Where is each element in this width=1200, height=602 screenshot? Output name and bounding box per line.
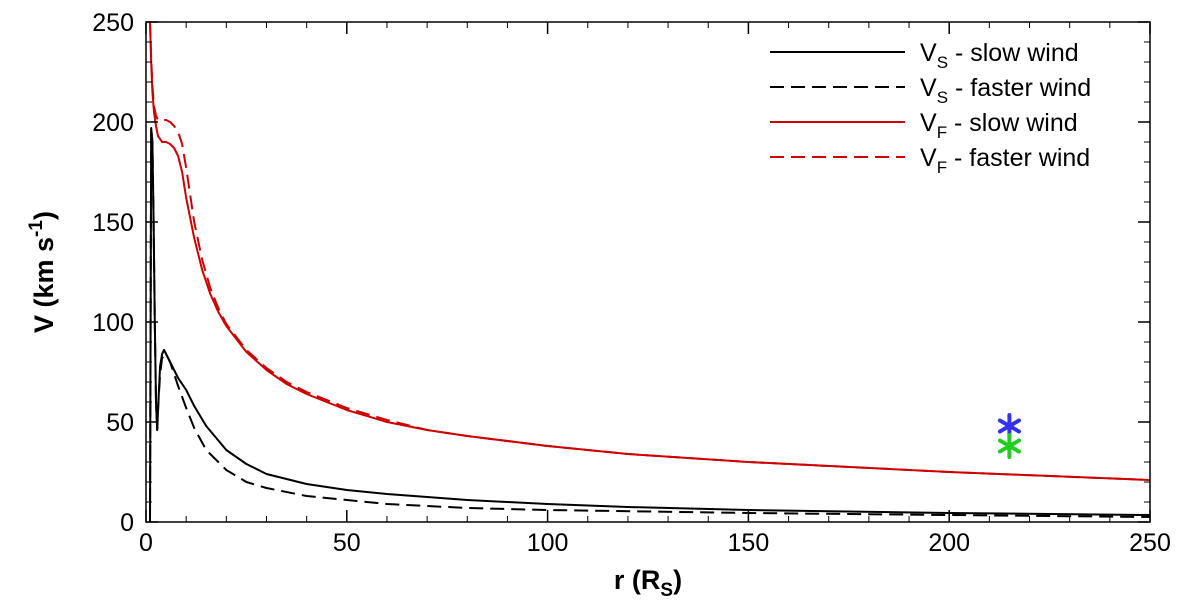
- legend-label: VF - faster wind: [920, 144, 1090, 177]
- plot-frame: [145, 21, 1151, 523]
- y-tick-label: 100: [92, 309, 134, 337]
- legend-label-rest: - faster wind: [947, 144, 1090, 172]
- y-axis-label-close: ): [29, 211, 59, 220]
- x-axis-label-main: r (R: [614, 565, 661, 595]
- legend-item-vf_slow: VF - slow wind: [770, 109, 1078, 142]
- x-tick-label: 50: [333, 529, 361, 557]
- legend-label-sub: F: [937, 123, 947, 142]
- legend-label-main: V: [920, 74, 937, 102]
- x-axis-label-close: ): [673, 565, 682, 595]
- legend-label-rest: - faster wind: [948, 74, 1091, 102]
- legend-item-vf_fast: VF - faster wind: [770, 144, 1090, 177]
- x-tick-label: 150: [728, 529, 770, 557]
- y-axis-label-sup: -1: [26, 220, 47, 237]
- x-tick-label: 0: [139, 529, 153, 557]
- marker-layer: [997, 413, 1021, 459]
- y-tick-label: 250: [92, 9, 134, 37]
- legend-item-vs_fast: VS - faster wind: [770, 74, 1091, 107]
- x-tick-label: 250: [1129, 529, 1171, 557]
- legend-item-vs_slow: VS - slow wind: [770, 39, 1079, 72]
- y-tick-label: 150: [92, 209, 134, 237]
- x-tick-label: 100: [527, 529, 569, 557]
- x-axis-label-sub: S: [660, 580, 673, 601]
- y-axis-label: V (km s-1): [26, 211, 59, 333]
- legend-label-rest: - slow wind: [948, 39, 1079, 67]
- x-axis-label: r (RS): [614, 565, 682, 601]
- series-line-vs_fast: [149, 127, 1150, 522]
- marker-star_green: [997, 433, 1021, 459]
- plot-area: [145, 21, 1151, 523]
- y-tick-label: 200: [92, 109, 134, 137]
- legend-label: VF - slow wind: [920, 109, 1078, 142]
- legend-label-main: V: [920, 144, 937, 172]
- y-tick-label: 0: [120, 509, 134, 537]
- legend-label-rest: - slow wind: [947, 109, 1078, 137]
- series-layer: [149, 22, 1150, 522]
- x-tick-label: 200: [928, 529, 970, 557]
- legend-label-sub: S: [937, 53, 948, 72]
- y-axis-label-main: V (km s: [29, 237, 59, 333]
- legend-label-main: V: [920, 109, 937, 137]
- axes-layer: 0 50 100 150 200 250 0 50 100 150 200 250: [92, 9, 1171, 557]
- legend-label-main: V: [920, 39, 937, 67]
- legend-label: VS - slow wind: [920, 39, 1079, 72]
- series-line-vs_slow: [149, 127, 1150, 522]
- y-tick-label: 50: [106, 409, 134, 437]
- legend-label-sub: S: [937, 88, 948, 107]
- legend-label: VS - faster wind: [920, 74, 1091, 107]
- series-line-vf_fast: [149, 22, 1150, 481]
- legend-label-sub: F: [937, 158, 947, 177]
